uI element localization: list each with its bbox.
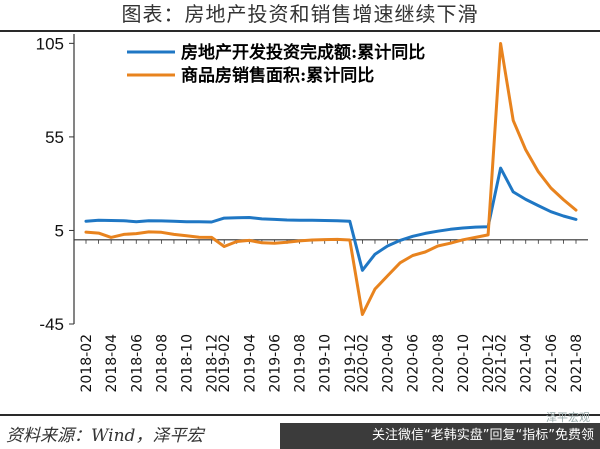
source-note: 资料来源：Wind，泽平宏 <box>6 426 204 446</box>
x-tick-label: 2018-10 <box>180 334 196 393</box>
legend-label-2: 商品房销售面积:累计同比 <box>181 65 374 86</box>
x-tick-label: 2018-04 <box>104 334 120 393</box>
x-tick-label: 2021-06 <box>544 334 560 393</box>
x-tick-label: 2019-10 <box>318 334 334 393</box>
x-tick-label: 2018-08 <box>154 334 170 393</box>
chart-lines <box>84 42 578 316</box>
x-tick-label: 2020-08 <box>431 334 447 393</box>
x-tick-label: 2018-02 <box>79 334 95 393</box>
series-line-2 <box>84 42 578 316</box>
y-tick-label: 5 <box>55 221 64 240</box>
legend-label-1: 房地产开发投资完成额:累计同比 <box>181 42 425 63</box>
watermark-faint: 泽平宏观 <box>546 411 590 424</box>
x-tick-label: 2021-02 <box>494 334 510 393</box>
title-rule-top <box>0 30 600 32</box>
x-tick-label: 2020-06 <box>406 334 422 393</box>
x-tick-label: 2021-08 <box>569 334 585 393</box>
x-tick-label: 2020-04 <box>381 334 397 393</box>
x-tick-label: 2018-12 <box>205 334 221 393</box>
x-tick-label: 2019-08 <box>293 334 309 393</box>
y-tick-label: -45 <box>39 315 64 334</box>
series-line-1 <box>84 166 578 272</box>
x-tick-label: 2019-12 <box>343 334 359 393</box>
x-tick-label: 2020-12 <box>481 334 497 393</box>
x-tick-label: 2019-04 <box>242 334 258 393</box>
x-tick-label: 2019-06 <box>267 334 283 393</box>
x-tick-label: 2020-02 <box>355 334 371 393</box>
x-tick-label: 2019-02 <box>217 334 233 393</box>
x-tick-label: 2018-06 <box>129 334 145 393</box>
y-tick-label: 55 <box>45 128 64 147</box>
y-tick-label: 105 <box>36 34 64 53</box>
chart-title: 图表：房地产投资和销售增速继续下滑 <box>121 2 479 26</box>
title-rule-bottom <box>0 414 600 416</box>
watermark-banner: 关注微信“老韩实盘”回复“指标”免费领 <box>280 423 600 449</box>
x-tick-label: 2020-10 <box>456 334 472 393</box>
x-tick-label: 2021-04 <box>519 334 535 393</box>
